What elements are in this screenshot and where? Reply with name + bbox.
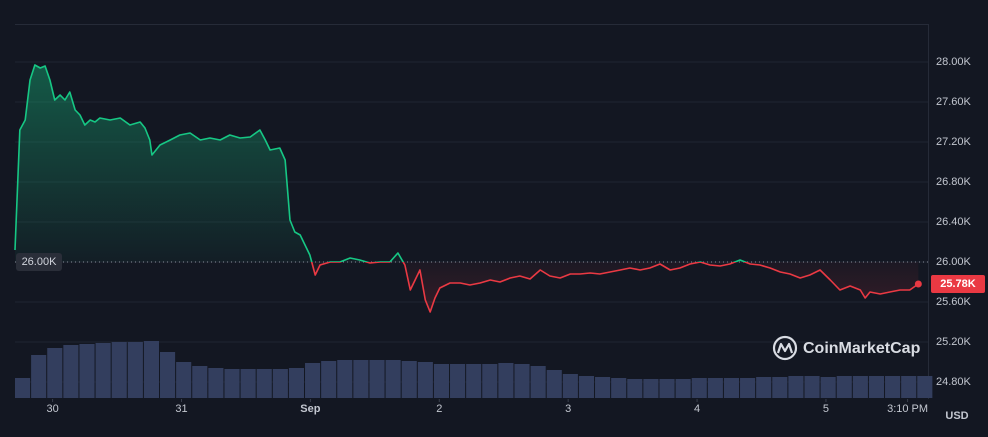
volume-bar [514, 364, 530, 398]
volume-bar [240, 369, 256, 398]
volume-bar [450, 364, 466, 398]
volume-bar [611, 378, 627, 398]
y-tick-label: 28.00K [936, 56, 972, 68]
volume-bar [820, 377, 836, 398]
watermark-text: CoinMarketCap [803, 340, 921, 357]
x-tick-label: Sep [300, 403, 320, 415]
volume-bar [836, 376, 852, 398]
volume-bar [901, 376, 917, 398]
volume-bar [788, 376, 804, 398]
volume-bar [659, 379, 675, 398]
volume-bar [482, 364, 498, 398]
volume-bar [79, 344, 95, 398]
x-tick-label: 4 [694, 403, 700, 415]
volume-bar [401, 361, 417, 398]
last-price-label: 25.78K [940, 278, 976, 290]
volume-bar [756, 377, 772, 398]
x-tick-label: 2 [436, 403, 442, 415]
volume-bar [288, 368, 305, 398]
volume-bar [47, 348, 63, 398]
volume-bar [385, 360, 401, 398]
last-price-box [931, 275, 985, 293]
volume-bar [917, 376, 933, 398]
volume-bar [627, 379, 643, 398]
y-tick-label: 27.20K [936, 136, 972, 148]
volume-bar [643, 379, 659, 398]
volume-bar [868, 376, 885, 398]
volume-bar [353, 360, 369, 398]
volume-bar [691, 378, 707, 398]
volume-bar [852, 376, 868, 398]
volume-bar [127, 342, 143, 398]
y-tick-label: 25.60K [936, 296, 972, 308]
baseline-label-box [16, 253, 62, 271]
volume-bar [15, 378, 31, 398]
volume-bar [578, 376, 595, 398]
last-point [914, 280, 922, 288]
currency-label: USD [945, 410, 968, 422]
volume-bar [208, 368, 224, 398]
volume-bar [224, 369, 240, 398]
y-tick-label: 25.20K [936, 336, 972, 348]
volume-bar [160, 352, 176, 398]
volume-bar [498, 363, 514, 398]
volume-bar [31, 355, 47, 398]
y-tick-label: 27.60K [936, 96, 972, 108]
y-tick-label: 26.40K [936, 216, 972, 228]
volume-bar [256, 369, 272, 398]
x-tick-label: 5 [823, 403, 829, 415]
y-tick-label: 26.80K [936, 176, 972, 188]
volume-bar [707, 378, 723, 398]
volume-bar [723, 378, 740, 398]
volume-bar [321, 361, 337, 398]
volume-bar [562, 374, 578, 398]
volume-bar [192, 366, 208, 398]
x-tick-label: 31 [175, 403, 187, 415]
volume-bar [740, 378, 756, 398]
x-tick-label: 3 [565, 403, 571, 415]
x-tick-label: 3:10 PM [887, 403, 928, 415]
volume-bar [675, 379, 691, 398]
volume-bar [369, 360, 385, 398]
y-tick-label: 24.80K [936, 376, 972, 388]
volume-bar [111, 342, 127, 398]
volume-bar [772, 377, 788, 398]
volume-bar [176, 362, 192, 398]
y-tick-label: 26.00K [936, 256, 972, 268]
volume-bar [804, 376, 820, 398]
volume-bar [143, 341, 160, 398]
volume-bar [272, 369, 288, 398]
volume-bar [885, 376, 901, 398]
price-line [14, 64, 919, 313]
volume-bar [466, 364, 482, 398]
price-area [15, 65, 919, 312]
volume-bar [530, 366, 546, 398]
baseline-label: 26.00K [22, 256, 58, 268]
volume-bar [305, 363, 321, 398]
volume-bar [546, 370, 562, 398]
volume-bar [417, 362, 433, 398]
volume-bar [595, 377, 611, 398]
x-tick-label: 30 [46, 403, 58, 415]
watermark: CoinMarketCap [772, 335, 921, 361]
volume-bar [337, 360, 353, 398]
volume-bar [63, 345, 79, 398]
volume-bar [433, 364, 450, 398]
volume-bar [95, 343, 111, 398]
